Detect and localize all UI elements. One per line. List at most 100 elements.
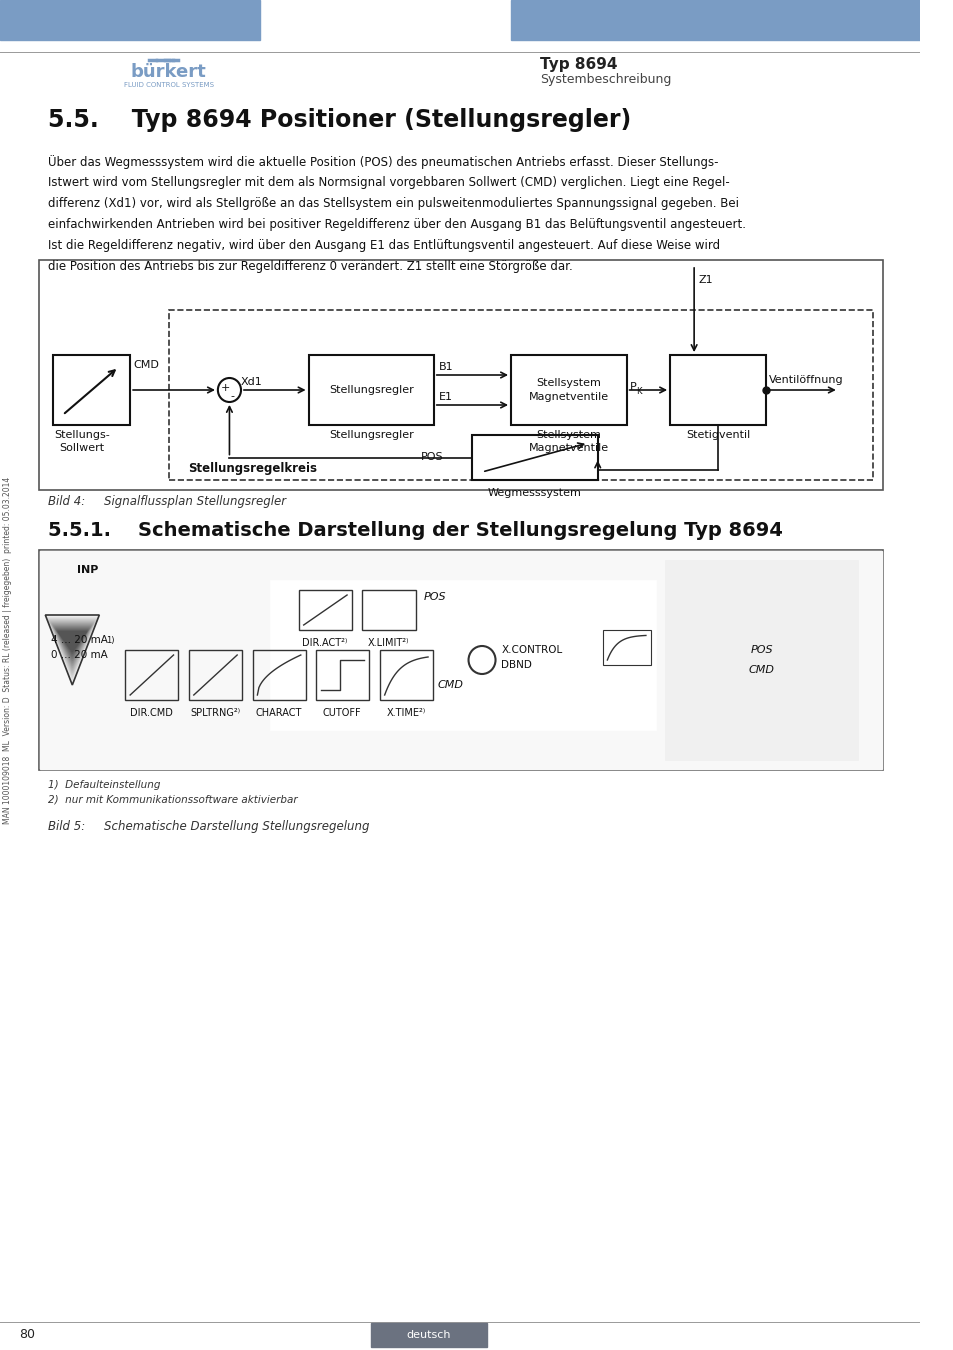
Polygon shape (51, 622, 93, 670)
Polygon shape (45, 616, 99, 684)
Text: POS: POS (420, 452, 443, 463)
Polygon shape (48, 618, 97, 680)
Text: CMD: CMD (132, 360, 159, 370)
Bar (253, 649, 305, 701)
Text: X.LIMIT²⁾: X.LIMIT²⁾ (368, 639, 409, 648)
Text: deutsch: deutsch (406, 1330, 451, 1341)
Bar (298, 590, 352, 630)
Polygon shape (48, 618, 96, 678)
Text: POS: POS (424, 593, 446, 602)
Text: Bild 4:     Signalflussplan Stellungsregler: Bild 4: Signalflussplan Stellungsregler (49, 495, 286, 508)
Polygon shape (51, 622, 93, 671)
Text: 4 ... 20 mA: 4 ... 20 mA (51, 634, 108, 645)
Bar (511, 355, 626, 425)
Text: Magnetventile: Magnetventile (528, 443, 608, 454)
Text: DIR.CMD: DIR.CMD (130, 707, 172, 718)
Text: DIR.ACT²⁾: DIR.ACT²⁾ (302, 639, 347, 648)
Polygon shape (50, 621, 94, 672)
Polygon shape (52, 625, 91, 666)
Text: CMD: CMD (437, 680, 463, 690)
Text: Xd1: Xd1 (241, 377, 262, 387)
Text: Stellungsregelkreis: Stellungsregelkreis (188, 462, 316, 475)
Bar (270, 580, 655, 730)
Text: 0 ... 20 mA: 0 ... 20 mA (51, 649, 108, 660)
Text: Stellungsregler: Stellungsregler (329, 431, 413, 440)
Text: Istwert wird vom Stellungsregler mit dem als Normsignal vorgebbaren Sollwert (CM: Istwert wird vom Stellungsregler mit dem… (49, 176, 729, 189)
Text: Systembeschreibung: Systembeschreibung (539, 73, 671, 86)
Text: Stellungsregler: Stellungsregler (329, 385, 413, 396)
Bar (39, 551, 882, 769)
Text: SPLTRNG²⁾: SPLTRNG²⁾ (190, 707, 240, 718)
Text: Stellsystem: Stellsystem (536, 378, 600, 387)
Text: K: K (636, 387, 641, 397)
Text: Bild 5:     Schematische Darstellung Stellungsregelung: Bild 5: Schematische Darstellung Stellun… (49, 819, 370, 833)
Bar (0, 0, 260, 40)
Polygon shape (56, 629, 89, 657)
Polygon shape (49, 620, 96, 676)
Text: E1: E1 (438, 392, 452, 402)
Bar (379, 649, 433, 701)
Polygon shape (58, 632, 87, 652)
Text: Wegmesssystem: Wegmesssystem (488, 487, 581, 498)
Text: MAN 1000109018  ML  Version: D  Status: RL (released | freigegeben)  printed: 05: MAN 1000109018 ML Version: D Status: RL … (3, 477, 12, 824)
Bar (38, 261, 882, 490)
Text: einfachwirkenden Antrieben wird bei positiver Regeldifferenz über den Ausgang B1: einfachwirkenden Antrieben wird bei posi… (49, 217, 745, 231)
Text: Stellungs-: Stellungs- (54, 431, 110, 440)
Bar (308, 355, 434, 425)
Text: 5.5.    Typ 8694 Positioner (Stellungsregler): 5.5. Typ 8694 Positioner (Stellungsregle… (49, 108, 631, 132)
Text: Magnetventile: Magnetventile (528, 392, 608, 402)
Text: B1: B1 (438, 362, 453, 373)
Text: Z1: Z1 (699, 275, 713, 285)
Text: -: - (230, 392, 234, 401)
Text: Stetigventil: Stetigventil (685, 431, 750, 440)
Text: CHARACT: CHARACT (255, 707, 301, 718)
Text: +: + (221, 383, 230, 393)
Text: differenz (Xd1) vor, wird als Stellgröße an das Stellsystem ein pulsweitenmoduli: differenz (Xd1) vor, wird als Stellgröße… (49, 197, 739, 211)
Text: Sollwert: Sollwert (59, 443, 105, 454)
Text: P: P (629, 382, 636, 391)
Text: DBND: DBND (500, 660, 532, 670)
Text: CMD: CMD (748, 666, 774, 675)
Text: 1)  Defaulteinstellung: 1) Defaulteinstellung (49, 780, 160, 790)
Text: X.TIME²⁾: X.TIME²⁾ (386, 707, 425, 718)
Text: bürkert: bürkert (131, 63, 207, 81)
Text: INP: INP (77, 566, 98, 575)
Text: 2)  nur mit Kommunikationssoftware aktivierbar: 2) nur mit Kommunikationssoftware aktivi… (49, 795, 297, 805)
Bar (125, 649, 178, 701)
Text: FLUID CONTROL SYSTEMS: FLUID CONTROL SYSTEMS (124, 82, 213, 88)
Polygon shape (57, 630, 88, 655)
Text: Über das Wegmesssystem wird die aktuelle Position (POS) des pneumatischen Antrie: Über das Wegmesssystem wird die aktuelle… (49, 155, 718, 169)
Polygon shape (46, 616, 98, 683)
Bar (53, 355, 130, 425)
Text: X.CONTROL: X.CONTROL (500, 645, 562, 655)
Bar (189, 649, 242, 701)
Bar (664, 560, 857, 760)
Polygon shape (55, 628, 89, 659)
Bar (472, 435, 598, 481)
Bar (362, 590, 416, 630)
Polygon shape (54, 628, 90, 660)
Bar (371, 1323, 486, 1347)
Text: 5.5.1.    Schematische Darstellung der Stellungsregelung Typ 8694: 5.5.1. Schematische Darstellung der Stel… (49, 521, 782, 540)
Text: Ist die Regeldifferenz negativ, wird über den Ausgang E1 das Entlüftungsventil a: Ist die Regeldifferenz negativ, wird übe… (49, 239, 720, 252)
Text: Ventilöffnung: Ventilöffnung (768, 375, 843, 385)
Bar (602, 630, 650, 666)
Bar (511, 0, 919, 40)
Text: die Position des Antriebs bis zur Regeldifferenz 0 verändert. Z1 stellt eine Stö: die Position des Antriebs bis zur Regeld… (49, 261, 573, 273)
Polygon shape (50, 620, 95, 675)
Text: POS: POS (749, 645, 772, 655)
Text: Typ 8694: Typ 8694 (539, 58, 617, 73)
Bar (669, 355, 765, 425)
Bar (315, 649, 369, 701)
Text: CUTOFF: CUTOFF (323, 707, 361, 718)
Text: Stellsystem: Stellsystem (536, 431, 600, 440)
Bar (169, 310, 873, 481)
Polygon shape (54, 626, 91, 663)
Polygon shape (57, 630, 87, 653)
Polygon shape (47, 617, 98, 682)
Polygon shape (52, 624, 92, 667)
Text: 1): 1) (106, 636, 114, 644)
Polygon shape (53, 625, 91, 664)
Bar (38, 549, 882, 769)
Text: 80: 80 (19, 1328, 35, 1342)
